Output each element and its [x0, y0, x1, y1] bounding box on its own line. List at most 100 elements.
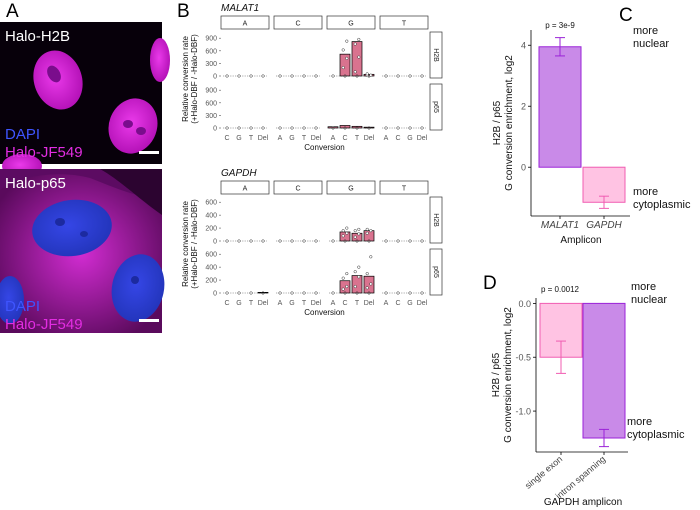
x-tick-label-T-G: G	[407, 300, 412, 307]
data-point	[345, 231, 349, 235]
facet-row-label-p65: p65	[432, 266, 439, 278]
scale-bar-p65	[139, 319, 159, 322]
point-zero	[314, 74, 318, 78]
point-zero	[237, 74, 241, 78]
y-tick-label: 0	[213, 239, 217, 246]
scale-bar-h2b	[139, 151, 159, 154]
x-tick-label-G-A: A	[331, 300, 336, 307]
x-axis-label: GAPDH amplicon	[544, 497, 622, 508]
y-tick-label: 0	[213, 126, 217, 133]
point-zero	[278, 74, 282, 78]
x-tick-label-T-A: A	[384, 135, 389, 142]
point-zero	[290, 291, 294, 295]
x-tick-label-A-T: T	[249, 300, 254, 307]
x-tick-label: GAPDH	[586, 220, 622, 231]
point-zero	[331, 126, 335, 130]
y-tick-label: -1.0	[515, 407, 531, 417]
point-zero	[355, 74, 359, 78]
point-zero	[290, 74, 294, 78]
x-tick-label-G-Del: Del	[364, 300, 375, 307]
data-point	[369, 229, 373, 233]
data-point	[369, 255, 373, 259]
data-point	[369, 282, 373, 286]
x-tick-label-T-Del: Del	[417, 300, 428, 307]
micrograph-p65: Halo-p65 DAPI Halo-JF549	[0, 169, 165, 333]
point-zero	[261, 126, 265, 130]
chart-title: GAPDH	[221, 168, 257, 179]
panel-label-a: A	[6, 1, 19, 22]
y-tick-label: 900	[205, 88, 217, 95]
y-tick-label: 300	[205, 113, 217, 120]
y-axis-label-line1: Relative conversion rate	[181, 36, 190, 122]
y-tick-label: 600	[205, 100, 217, 107]
chart-amplicon-enrichment: 0 2 4 MALAT1 GAPDH p = 3e-9 Amplicon H2B / p65 G…	[492, 21, 691, 246]
annotation-more-cytoplasmic-2: cytoplasmic	[627, 429, 685, 441]
annotation-more-nuclear-1: more	[633, 25, 658, 37]
chart-title: MALAT1	[221, 3, 259, 14]
x-tick-label-T-G: G	[407, 135, 412, 142]
point-zero	[249, 239, 253, 243]
annotation-more-cytoplasmic-2: cytoplasmic	[633, 199, 691, 211]
p65-nucleus-1	[32, 199, 112, 257]
point-zero	[331, 74, 335, 78]
bar-p65-G-T	[351, 275, 363, 294]
x-tick-label-G-A: A	[331, 135, 336, 142]
x-tick-label-G-T: T	[355, 135, 360, 142]
panel-label-b: B	[177, 1, 190, 22]
x-tick-label-A-Del: Del	[258, 300, 269, 307]
x-tick-label-C-A: A	[278, 135, 283, 142]
micrograph-h2b: Halo-H2B DAPI Halo-JF549	[0, 22, 170, 178]
facet-strip-C	[273, 15, 323, 30]
data-point	[353, 284, 357, 289]
y-tick-label: 600	[205, 252, 217, 259]
x-tick-label: MALAT1	[541, 220, 579, 231]
point-zero	[384, 74, 388, 78]
p-value-label: p = 0.0012	[541, 285, 580, 294]
data-point	[353, 229, 357, 233]
point-zero	[278, 239, 282, 243]
x-tick-label: single exon	[523, 454, 564, 491]
facet-strip-C	[273, 180, 323, 195]
x-tick-label-C-Del: Del	[311, 300, 322, 307]
data-point	[341, 229, 345, 233]
x-tick-label-A-Del: Del	[258, 135, 269, 142]
point-zero	[420, 126, 424, 130]
facet-strip-label-C: C	[295, 21, 300, 28]
point-zero	[408, 74, 412, 78]
point-zero	[384, 291, 388, 295]
point-zero	[408, 239, 412, 243]
y-axis-label-line1: Relative conversion rate	[181, 201, 190, 287]
data-point	[353, 235, 357, 239]
bar-H2B-G-C	[339, 231, 351, 242]
x-tick-label-T-C: C	[395, 300, 400, 307]
point-zero	[343, 291, 347, 295]
facet-strip-A	[220, 180, 270, 195]
y-tick-label: -0.5	[515, 353, 531, 363]
y-tick-label: 600	[205, 200, 217, 207]
point-zero	[331, 239, 335, 243]
x-tick-label-C-G: G	[289, 300, 294, 307]
facet-row-label-H2B: H2B	[432, 213, 439, 227]
point-zero	[314, 291, 318, 295]
x-tick-label-A-T: T	[249, 135, 254, 142]
y-tick-label: 0	[213, 74, 217, 81]
point-zero	[302, 239, 306, 243]
y-axis-label-line2: G conversion enrichment, log2	[504, 55, 515, 191]
x-tick-label-G-Del: Del	[364, 135, 375, 142]
y-axis-label-line2: (+Halo-DBF / -Halo-DBF)	[190, 34, 199, 124]
point-zero	[314, 126, 318, 130]
x-axis-label: Amplicon	[560, 235, 601, 246]
x-tick-label-T-Del: Del	[417, 135, 428, 142]
x-tick-label-C-T: T	[302, 135, 307, 142]
point-zero	[355, 239, 359, 243]
facet-strip-G	[326, 180, 376, 195]
y-axis-label-line1: H2B / p65	[492, 100, 503, 145]
data-point	[365, 227, 369, 231]
data-point	[341, 66, 345, 70]
point-zero	[396, 74, 400, 78]
y-tick-label: 600	[205, 48, 217, 55]
data-point	[345, 39, 349, 43]
p65-nucleus-3	[0, 276, 24, 324]
